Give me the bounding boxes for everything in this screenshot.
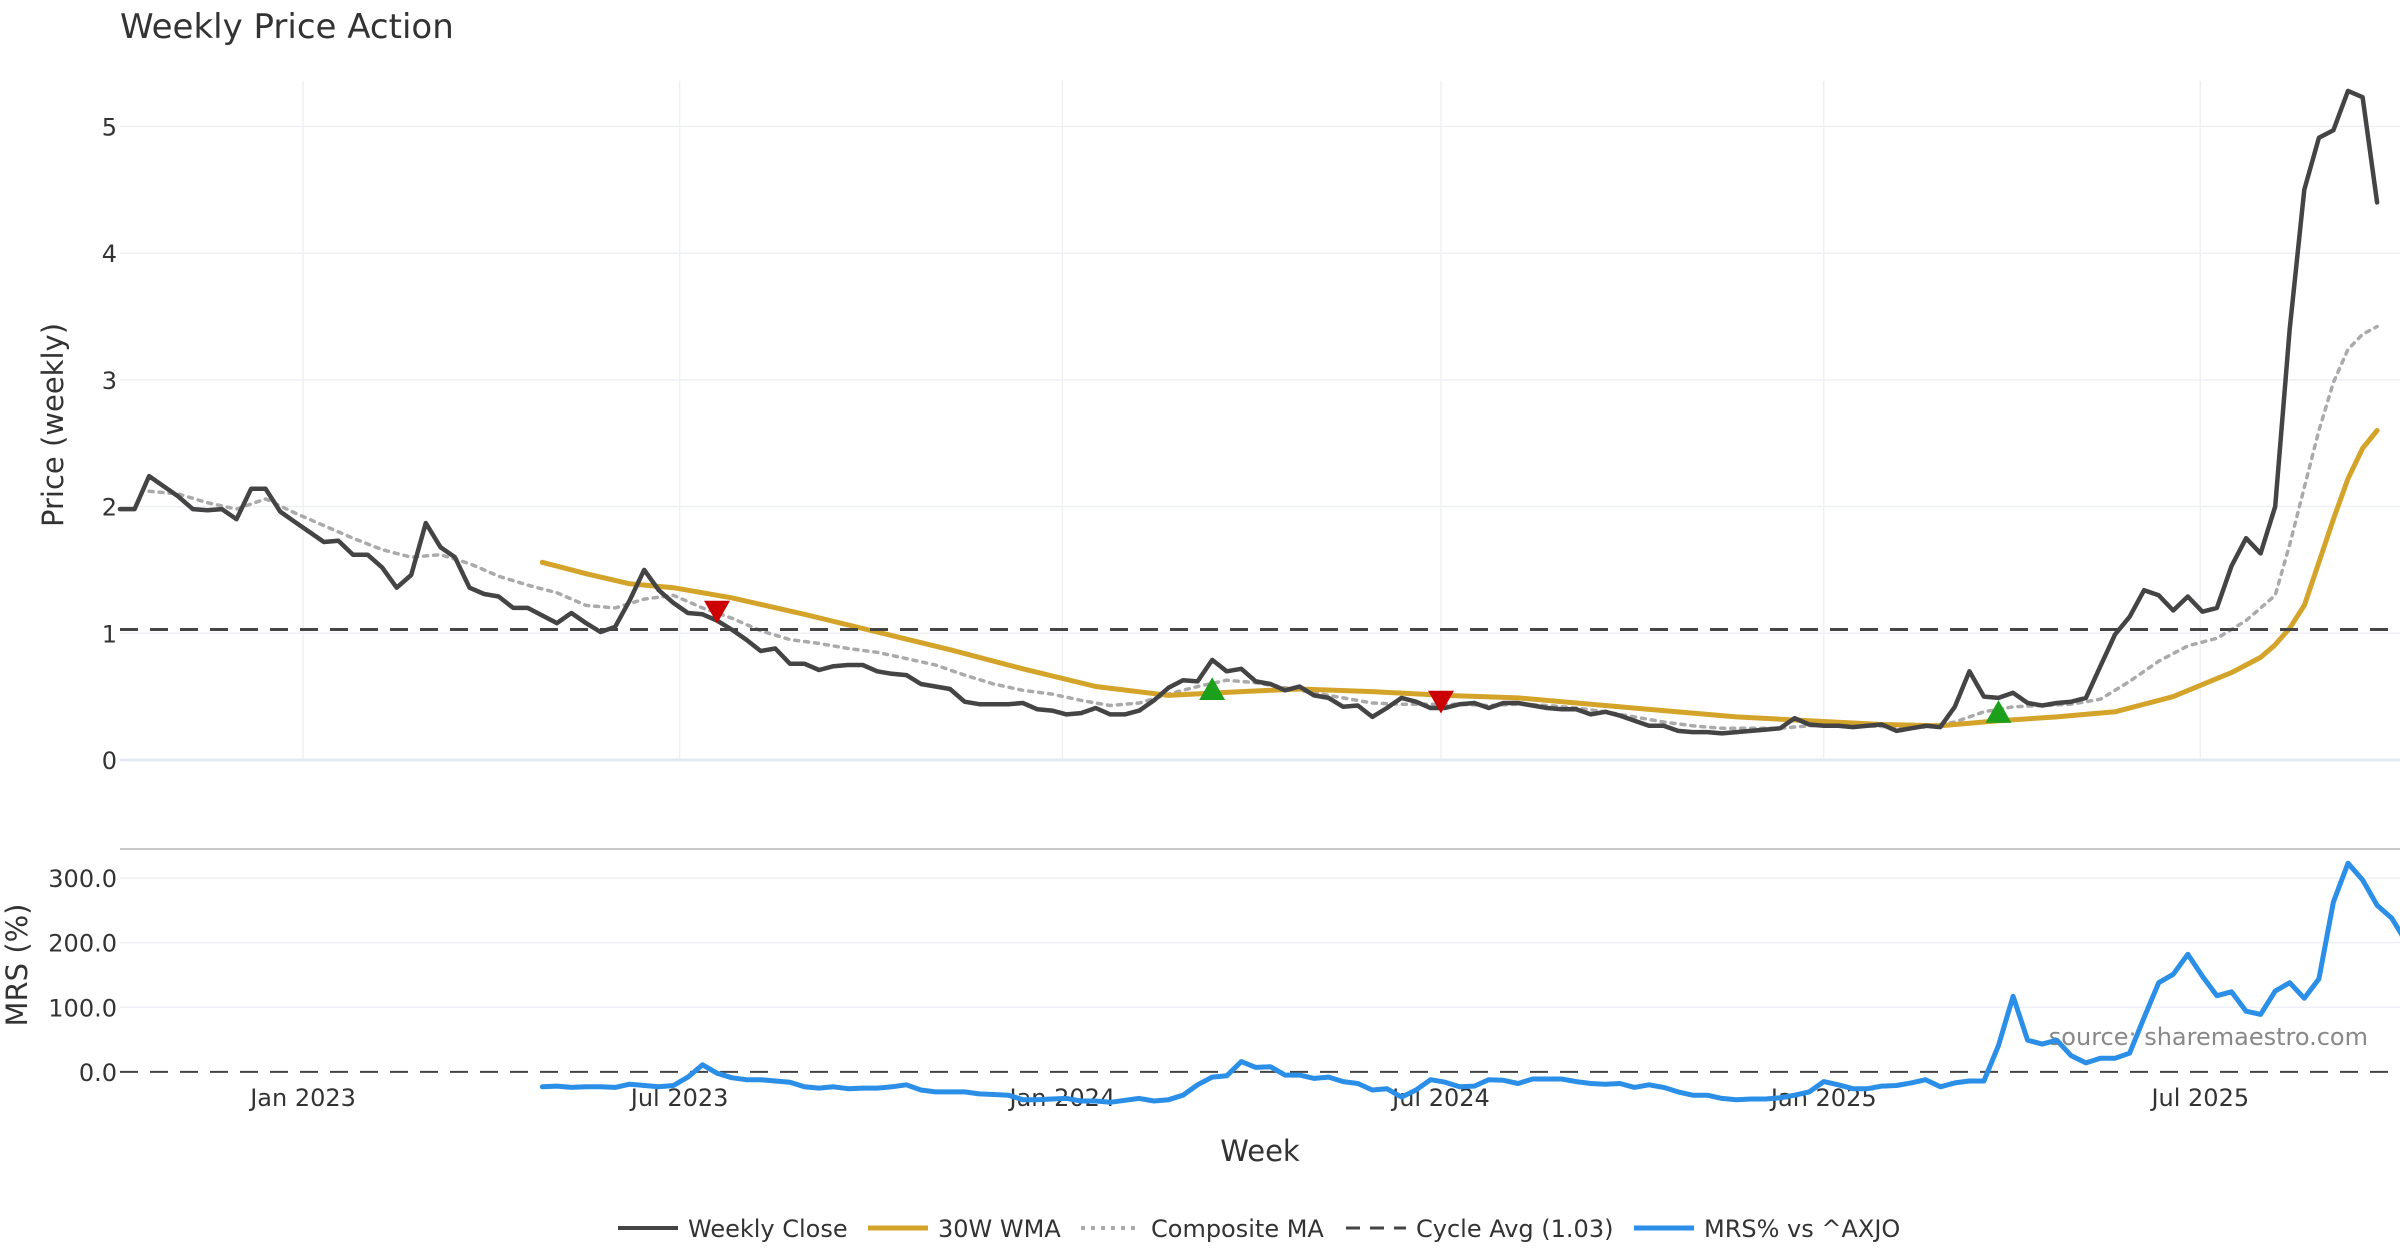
- legend-item-mrs: MRS% vs ^AXJO: [1634, 1215, 1900, 1243]
- price-y-tick-labels: 0 1 2 3 4 5: [102, 113, 117, 775]
- chart-title: Weekly Price Action: [120, 7, 454, 47]
- series-weekly-close: [117, 88, 2380, 736]
- price-y-tick-label: 3: [102, 367, 117, 395]
- legend-label-composite-ma: Composite MA: [1151, 1215, 1324, 1243]
- mrs-y-tick-label: 0.0: [79, 1059, 117, 1087]
- mrs-y-tick-label: 100.0: [48, 994, 117, 1022]
- mrs-gridlines: [120, 877, 2400, 1009]
- mrs-y-axis-title: MRS (%): [0, 904, 34, 1027]
- price-y-tick-label: 1: [102, 620, 117, 648]
- legend-label-cycle-avg: Cycle Avg (1.03): [1416, 1215, 1613, 1243]
- source-label: source: sharemaestro.com: [2049, 1023, 2368, 1051]
- x-tick-label: Jul 2025: [2149, 1084, 2249, 1112]
- legend-item-weekly-close: Weekly Close: [618, 1215, 848, 1243]
- mrs-y-tick-label: 300.0: [48, 865, 117, 893]
- buy-signal-marker: [1985, 700, 2012, 723]
- price-series-group: [117, 88, 2400, 736]
- legend-item-30w-wma: 30W WMA: [868, 1215, 1061, 1243]
- sell-signal-marker: [1427, 690, 1454, 714]
- mrs-y-tick-labels: 0.0 100.0 200.0 300.0: [48, 865, 117, 1087]
- x-tick-label: Jul 2024: [1390, 1084, 1490, 1112]
- x-tick-label: Jul 2023: [629, 1084, 729, 1112]
- x-tick-label: Jan 2023: [248, 1084, 356, 1112]
- series-mrs: [539, 860, 2400, 1105]
- price-y-tick-label: 4: [102, 240, 117, 268]
- legend-item-cycle-avg: Cycle Avg (1.03): [1346, 1215, 1613, 1243]
- sell-signal-marker: [704, 600, 731, 624]
- price-y-axis-title: Price (weekly): [36, 323, 70, 527]
- series-30w-wma: [539, 428, 2380, 729]
- mrs-y-tick-label: 200.0: [48, 930, 117, 958]
- price-y-tick-label: 2: [102, 494, 117, 522]
- price-gridlines: [120, 81, 2400, 760]
- price-y-tick-label: 0: [102, 747, 117, 775]
- legend-label-weekly-close: Weekly Close: [688, 1215, 848, 1243]
- signal-markers: [704, 600, 2012, 723]
- buy-signal-marker: [1199, 677, 1226, 701]
- legend-label-mrs: MRS% vs ^AXJO: [1704, 1215, 1900, 1243]
- legend-label-30w-wma: 30W WMA: [938, 1215, 1061, 1243]
- x-axis-title: Week: [1220, 1134, 1300, 1168]
- price-y-tick-label: 5: [102, 113, 117, 141]
- legend: Weekly Close 30W WMA Composite MA Cycle …: [618, 1215, 1900, 1243]
- mrs-series-group: [120, 860, 2400, 1105]
- legend-item-composite-ma: Composite MA: [1081, 1215, 1324, 1243]
